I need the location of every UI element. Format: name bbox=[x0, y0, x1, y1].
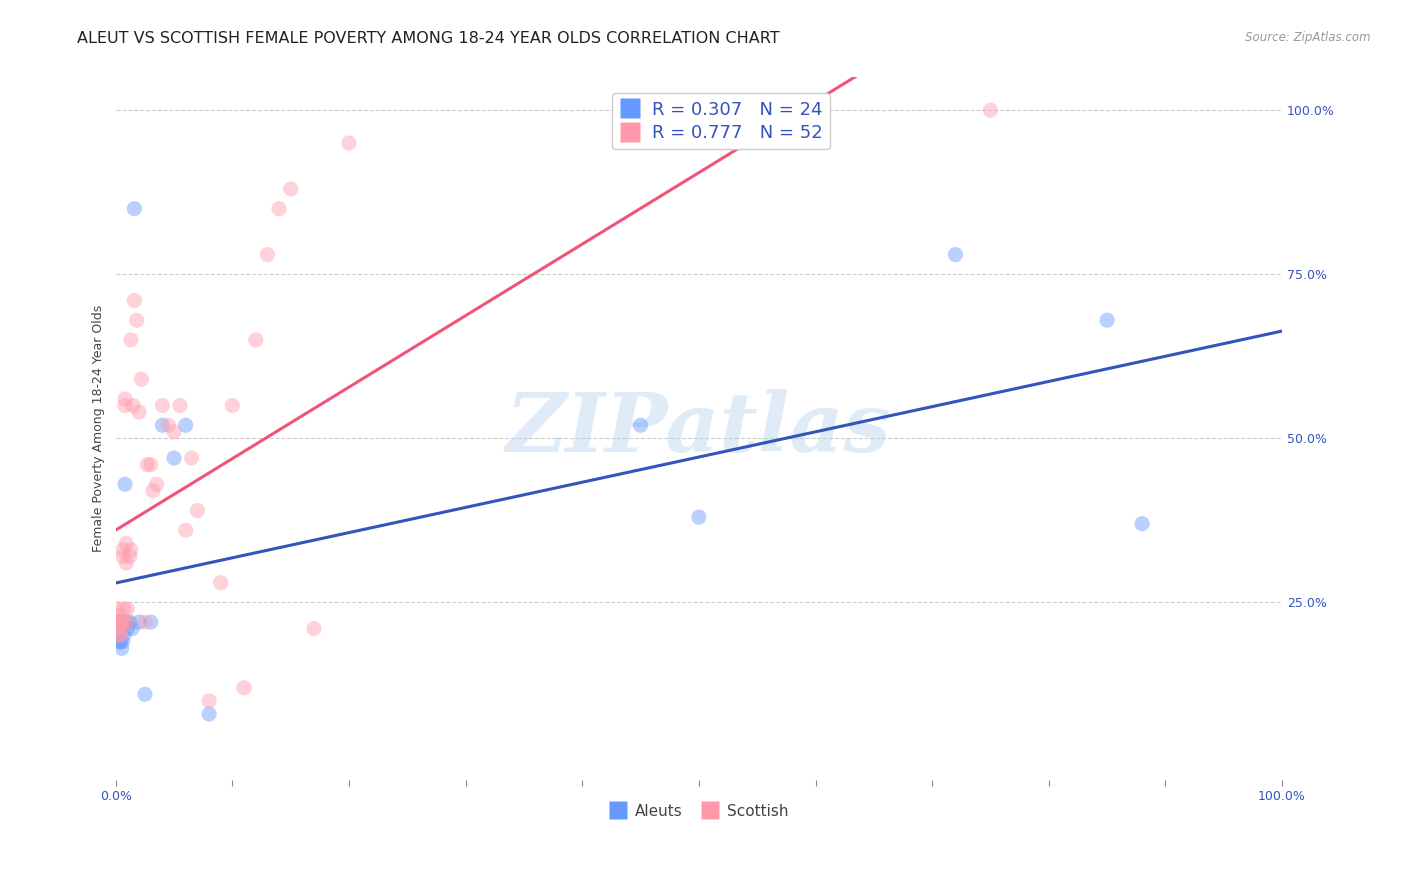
Point bbox=[1095, 313, 1118, 327]
Point bbox=[136, 458, 159, 472]
Point bbox=[163, 451, 186, 466]
Point bbox=[112, 628, 135, 642]
Point bbox=[267, 202, 290, 216]
Point bbox=[120, 543, 142, 558]
Point bbox=[108, 608, 131, 623]
Point bbox=[174, 523, 197, 537]
Point bbox=[117, 622, 139, 636]
Point bbox=[280, 182, 302, 196]
Point bbox=[114, 477, 136, 491]
Point bbox=[111, 635, 134, 649]
Point bbox=[115, 615, 138, 629]
Point bbox=[112, 602, 135, 616]
Point bbox=[125, 313, 148, 327]
Point bbox=[198, 694, 221, 708]
Y-axis label: Female Poverty Among 18-24 Year Olds: Female Poverty Among 18-24 Year Olds bbox=[93, 305, 105, 552]
Point bbox=[209, 575, 232, 590]
Point bbox=[118, 615, 141, 629]
Point bbox=[108, 628, 131, 642]
Point bbox=[134, 687, 156, 701]
Point bbox=[139, 615, 162, 629]
Point bbox=[107, 615, 129, 629]
Point bbox=[110, 641, 132, 656]
Point bbox=[337, 136, 360, 150]
Point bbox=[163, 425, 186, 439]
Point bbox=[688, 510, 710, 524]
Point bbox=[152, 399, 174, 413]
Point bbox=[142, 483, 165, 498]
Text: Source: ZipAtlas.com: Source: ZipAtlas.com bbox=[1246, 31, 1371, 45]
Point bbox=[105, 615, 128, 629]
Point bbox=[139, 458, 162, 472]
Point bbox=[152, 418, 174, 433]
Point bbox=[186, 503, 208, 517]
Point bbox=[145, 477, 167, 491]
Point bbox=[630, 418, 652, 433]
Point bbox=[108, 635, 131, 649]
Point bbox=[979, 103, 1001, 118]
Point bbox=[114, 399, 136, 413]
Point bbox=[107, 622, 129, 636]
Point bbox=[120, 333, 142, 347]
Point bbox=[122, 399, 145, 413]
Point bbox=[105, 602, 128, 616]
Point bbox=[128, 405, 150, 419]
Point bbox=[114, 392, 136, 406]
Point bbox=[111, 549, 134, 564]
Point bbox=[124, 202, 146, 216]
Point bbox=[118, 549, 141, 564]
Point bbox=[134, 615, 156, 629]
Point bbox=[157, 418, 180, 433]
Point bbox=[110, 622, 132, 636]
Point bbox=[131, 372, 153, 386]
Point bbox=[945, 247, 967, 261]
Point bbox=[108, 615, 131, 629]
Point bbox=[128, 615, 150, 629]
Point bbox=[112, 615, 135, 629]
Text: ZIPatlas: ZIPatlas bbox=[506, 389, 891, 468]
Point bbox=[169, 399, 191, 413]
Point bbox=[221, 399, 243, 413]
Point bbox=[121, 622, 143, 636]
Point bbox=[110, 635, 132, 649]
Point bbox=[180, 451, 202, 466]
Point bbox=[117, 602, 139, 616]
Point bbox=[124, 293, 146, 308]
Point bbox=[110, 615, 132, 629]
Point bbox=[198, 706, 221, 721]
Text: ALEUT VS SCOTTISH FEMALE POVERTY AMONG 18-24 YEAR OLDS CORRELATION CHART: ALEUT VS SCOTTISH FEMALE POVERTY AMONG 1… bbox=[77, 31, 780, 46]
Legend: Aleuts, Scottish: Aleuts, Scottish bbox=[603, 797, 794, 824]
Point bbox=[1130, 516, 1153, 531]
Point bbox=[107, 622, 129, 636]
Point bbox=[115, 536, 138, 550]
Point bbox=[245, 333, 267, 347]
Point bbox=[117, 615, 139, 629]
Point bbox=[233, 681, 256, 695]
Point bbox=[111, 543, 134, 558]
Point bbox=[110, 628, 132, 642]
Point bbox=[256, 247, 278, 261]
Point bbox=[110, 615, 132, 629]
Point bbox=[302, 622, 325, 636]
Point bbox=[174, 418, 197, 433]
Point bbox=[115, 556, 138, 570]
